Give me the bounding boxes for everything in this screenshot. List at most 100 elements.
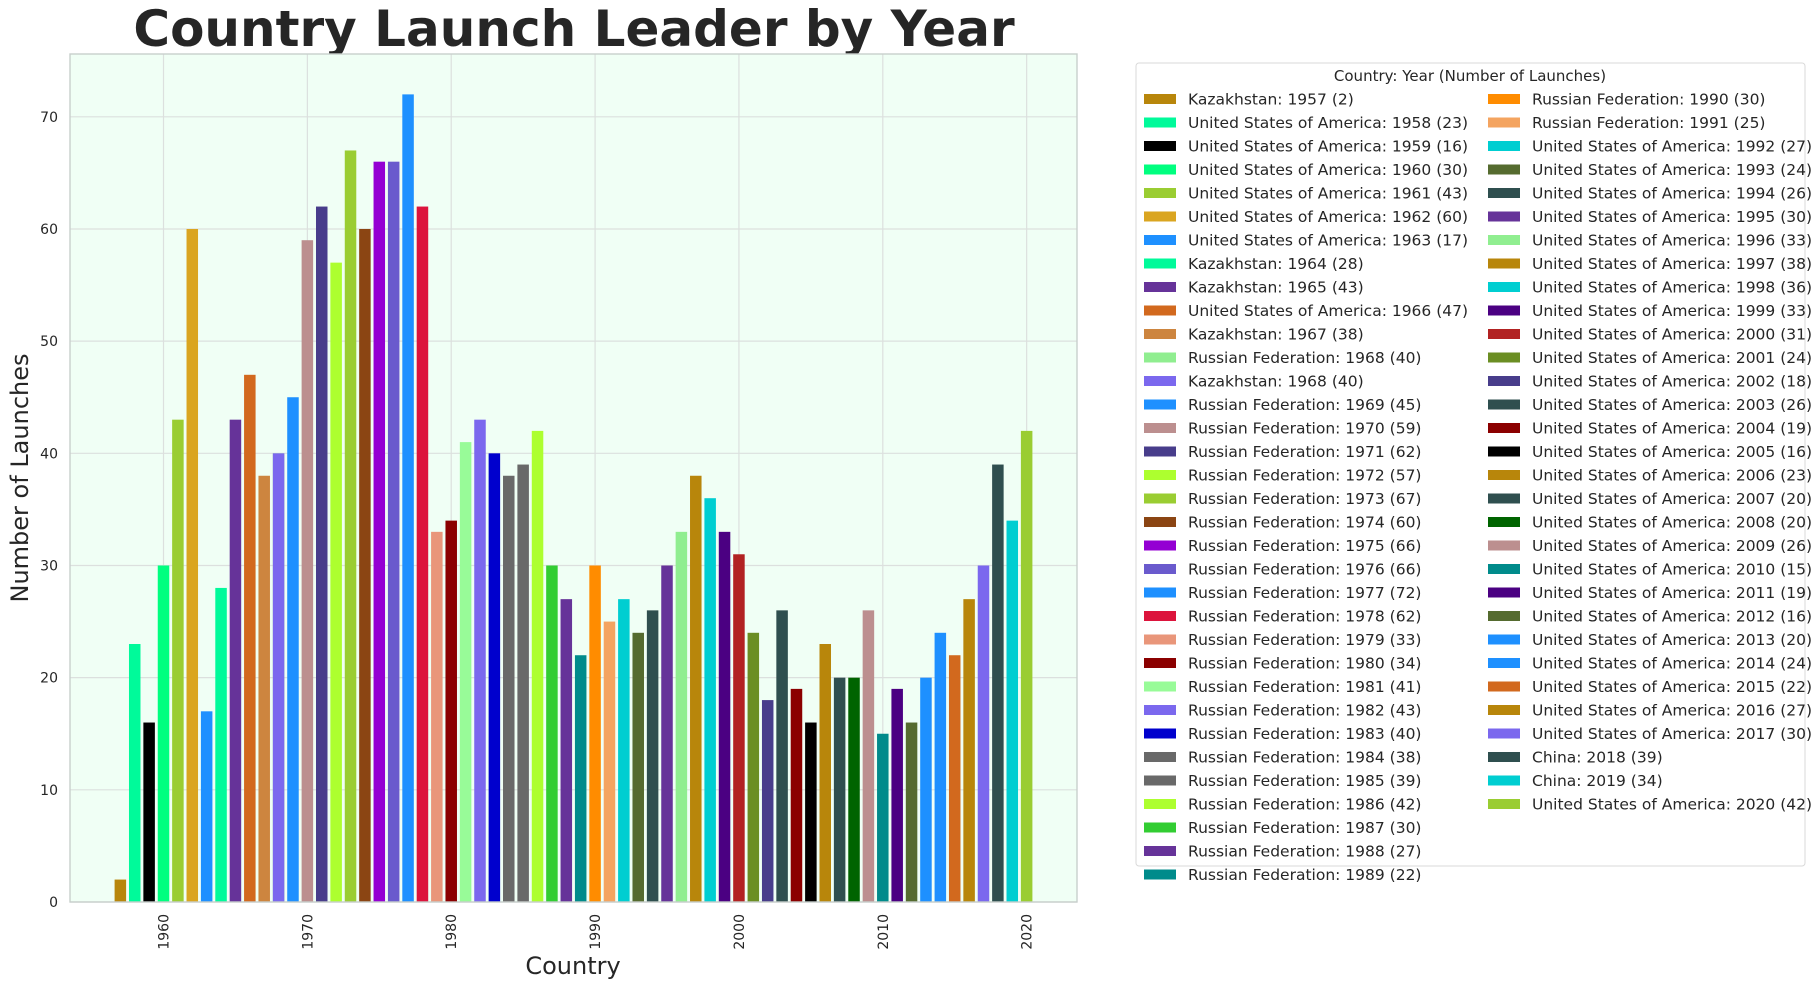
- legend-swatch: [1144, 705, 1176, 715]
- bar: [531, 430, 544, 902]
- legend-label: United States of America: 1959 (16): [1188, 138, 1468, 156]
- legend-label: United States of America: 2011 (19): [1532, 584, 1812, 602]
- bar: [833, 677, 846, 902]
- legend-entry: Russian Federation: 1978 (62): [1144, 608, 1421, 626]
- legend-label: Russian Federation: 1988 (27): [1188, 843, 1421, 861]
- legend-entry: United States of America: 1994 (26): [1488, 185, 1812, 203]
- bar: [114, 879, 127, 902]
- legend-entry: Russian Federation: 1975 (66): [1144, 537, 1421, 555]
- legend-label: Russian Federation: 1978 (62): [1188, 608, 1421, 626]
- legend-swatch: [1488, 752, 1520, 762]
- legend-swatch: [1144, 329, 1176, 339]
- legend-label: Russian Federation: 1984 (38): [1188, 749, 1421, 767]
- legend-swatch: [1488, 587, 1520, 598]
- bar: [186, 228, 199, 902]
- legend-entry: United States of America: 1959 (16): [1144, 138, 1468, 156]
- legend-swatch: [1488, 94, 1520, 104]
- legend-label: United States of America: 2010 (15): [1532, 561, 1812, 579]
- legend-label: United States of America: 2000 (31): [1532, 326, 1812, 344]
- bar: [704, 498, 716, 902]
- legend-entry: United States of America: 1999 (33): [1488, 302, 1812, 320]
- bar: [172, 419, 184, 902]
- legend-label: Russian Federation: 1987 (30): [1188, 819, 1421, 837]
- legend-label: United States of America: 1997 (38): [1532, 255, 1812, 273]
- bar: [848, 677, 860, 902]
- x-axis-ticks: 1960 1970 1980 1990 2000 2010 2020: [157, 914, 1036, 950]
- bar: [560, 599, 573, 902]
- legend-swatch: [1488, 141, 1520, 151]
- y-tick-label: 60: [40, 222, 58, 238]
- y-tick-label: 20: [40, 671, 58, 687]
- legend-label: United States of America: 1958 (23): [1188, 114, 1468, 132]
- legend-swatch: [1488, 681, 1520, 692]
- legend-swatch: [1488, 235, 1520, 245]
- y-tick-label: 50: [40, 334, 58, 350]
- legend-entry: Kazakhstan: 1957 (2): [1144, 91, 1354, 109]
- legend-items: Kazakhstan: 1957 (2) United States of Ame…: [1144, 91, 1812, 884]
- legend-swatch: [1488, 470, 1520, 480]
- bar: [359, 228, 371, 902]
- legend-swatch: [1144, 470, 1176, 480]
- legend-swatch: [1144, 681, 1176, 692]
- legend-label: Russian Federation: 1986 (42): [1188, 796, 1421, 814]
- legend-label: United States of America: 2020 (42): [1532, 796, 1812, 814]
- legend-swatch: [1488, 352, 1520, 363]
- legend-label: United States of America: 2015 (22): [1532, 678, 1812, 696]
- legend-label: United States of America: 1996 (33): [1532, 232, 1812, 250]
- bar: [819, 644, 832, 902]
- bar: [301, 240, 314, 903]
- legend-entry: Russian Federation: 1980 (34): [1144, 655, 1421, 673]
- legend-swatch: [1488, 658, 1520, 668]
- legend-swatch: [1144, 846, 1176, 856]
- y-tick-label: 40: [40, 446, 58, 462]
- bar: [646, 610, 659, 902]
- bar: [287, 397, 299, 902]
- legend-swatch: [1488, 446, 1520, 457]
- legend-entry: United States of America: 2014 (24): [1488, 655, 1812, 673]
- legend-title: Country: Year (Number of Launches): [1334, 67, 1606, 85]
- bar: [229, 419, 242, 902]
- legend-swatch: [1488, 188, 1520, 198]
- legend-entry: United States of America: 2001 (24): [1488, 349, 1812, 367]
- x-tick-label: 1990: [588, 914, 604, 950]
- legend-swatch: [1144, 658, 1176, 668]
- legend-label: Kazakhstan: 1964 (28): [1188, 255, 1364, 273]
- legend: Country: Year (Number of Launches) Kazak…: [1135, 62, 1812, 884]
- legend-entry: United States of America: 2011 (19): [1488, 584, 1812, 602]
- legend-label: Russian Federation: 1971 (62): [1188, 443, 1421, 461]
- bar: [157, 565, 170, 902]
- legend-swatch: [1488, 399, 1520, 410]
- legend-swatch: [1144, 188, 1176, 198]
- bar: [272, 453, 285, 902]
- legend-entry: United States of America: 2005 (16): [1488, 443, 1812, 461]
- legend-label: United States of America: 2013 (20): [1532, 631, 1812, 649]
- bar-series: [114, 94, 1033, 903]
- legend-label: Russian Federation: 1980 (34): [1188, 655, 1421, 673]
- legend-swatch: [1144, 258, 1176, 269]
- legend-swatch: [1488, 282, 1520, 292]
- bar: [963, 599, 975, 902]
- bar: [761, 700, 774, 902]
- y-axis-title: Number of Launches: [6, 354, 34, 603]
- legend-entry: United States of America: 2008 (20): [1488, 514, 1812, 532]
- legend-entry: Kazakhstan: 1965 (43): [1144, 279, 1364, 297]
- legend-entry: United States of America: 1966 (47): [1144, 302, 1468, 320]
- legend-entry: United States of America: 1961 (43): [1144, 185, 1468, 203]
- legend-swatch: [1488, 564, 1520, 574]
- legend-label: United States of America: 1995 (30): [1532, 208, 1812, 226]
- legend-swatch: [1144, 164, 1176, 175]
- legend-swatch: [1488, 164, 1520, 175]
- bar: [589, 565, 601, 902]
- bar: [488, 453, 501, 902]
- bar: [776, 610, 788, 902]
- legend-label: Russian Federation: 1975 (66): [1188, 537, 1421, 555]
- legend-swatch: [1488, 117, 1520, 128]
- legend-label: Russian Federation: 1979 (33): [1188, 631, 1421, 649]
- bar: [603, 621, 616, 902]
- bar: [128, 644, 141, 902]
- legend-label: Kazakhstan: 1957 (2): [1188, 91, 1354, 109]
- legend-label: Kazakhstan: 1965 (43): [1188, 279, 1364, 297]
- legend-entry: Kazakhstan: 1967 (38): [1144, 326, 1364, 344]
- bar: [1006, 520, 1019, 902]
